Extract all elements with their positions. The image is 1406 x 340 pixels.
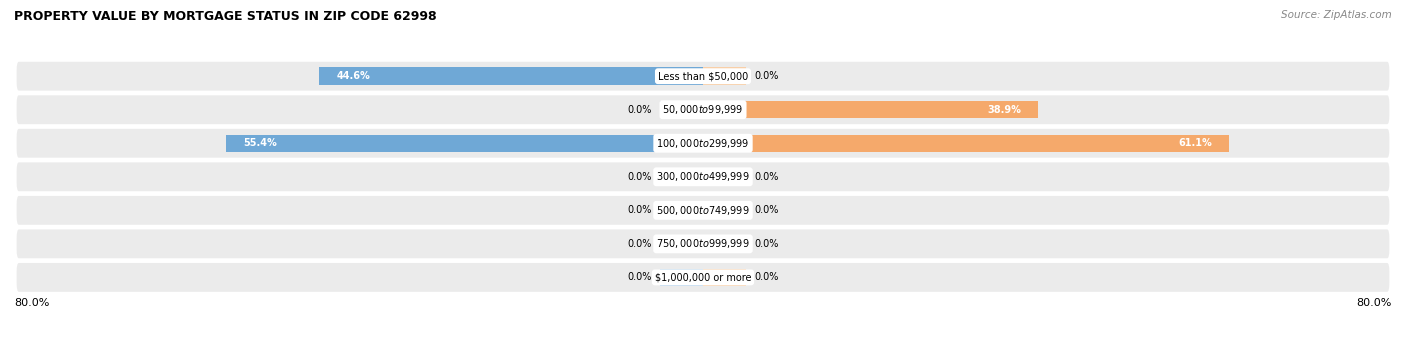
Bar [703, 101, 1038, 118]
Text: $50,000 to $99,999: $50,000 to $99,999 [662, 103, 744, 116]
Text: 0.0%: 0.0% [755, 272, 779, 283]
Bar [659, 101, 703, 118]
Bar [659, 202, 703, 219]
Text: $1,000,000 or more: $1,000,000 or more [655, 272, 751, 283]
Bar [703, 235, 747, 253]
Text: 80.0%: 80.0% [1357, 298, 1392, 308]
Bar [659, 269, 703, 286]
Bar [319, 67, 703, 85]
Bar [703, 202, 747, 219]
Bar [659, 235, 703, 253]
FancyBboxPatch shape [17, 95, 1389, 124]
Text: 55.4%: 55.4% [243, 138, 277, 148]
Bar [703, 67, 747, 85]
Text: $750,000 to $999,999: $750,000 to $999,999 [657, 237, 749, 250]
Text: 61.1%: 61.1% [1178, 138, 1212, 148]
FancyBboxPatch shape [17, 62, 1389, 91]
Text: PROPERTY VALUE BY MORTGAGE STATUS IN ZIP CODE 62998: PROPERTY VALUE BY MORTGAGE STATUS IN ZIP… [14, 10, 437, 23]
Text: 0.0%: 0.0% [627, 239, 651, 249]
FancyBboxPatch shape [17, 196, 1389, 225]
FancyBboxPatch shape [17, 263, 1389, 292]
Text: 0.0%: 0.0% [627, 205, 651, 215]
Text: 0.0%: 0.0% [627, 172, 651, 182]
Text: 0.0%: 0.0% [755, 172, 779, 182]
FancyBboxPatch shape [17, 129, 1389, 158]
Bar [659, 168, 703, 186]
Text: 44.6%: 44.6% [336, 71, 370, 81]
Bar [226, 135, 703, 152]
Bar [703, 269, 747, 286]
Text: 0.0%: 0.0% [755, 239, 779, 249]
Text: $500,000 to $749,999: $500,000 to $749,999 [657, 204, 749, 217]
Bar [703, 168, 747, 186]
FancyBboxPatch shape [17, 163, 1389, 191]
Text: 0.0%: 0.0% [755, 71, 779, 81]
Text: 0.0%: 0.0% [755, 205, 779, 215]
Text: 0.0%: 0.0% [627, 272, 651, 283]
Bar [703, 135, 1229, 152]
Text: Source: ZipAtlas.com: Source: ZipAtlas.com [1281, 10, 1392, 20]
Text: Less than $50,000: Less than $50,000 [658, 71, 748, 81]
Text: $100,000 to $299,999: $100,000 to $299,999 [657, 137, 749, 150]
FancyBboxPatch shape [17, 230, 1389, 258]
Text: $300,000 to $499,999: $300,000 to $499,999 [657, 170, 749, 183]
Text: 38.9%: 38.9% [987, 105, 1021, 115]
Text: 80.0%: 80.0% [14, 298, 49, 308]
Text: 0.0%: 0.0% [627, 105, 651, 115]
